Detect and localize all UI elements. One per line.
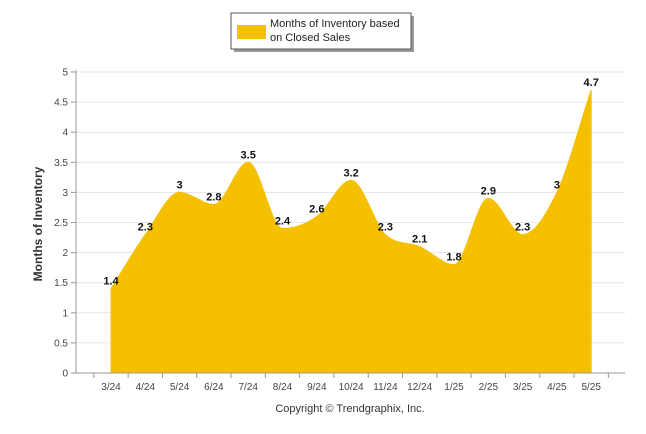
x-tick-label: 11/24 bbox=[373, 382, 398, 393]
y-tick-label: 3 bbox=[62, 188, 68, 199]
data-label: 2.3 bbox=[378, 222, 393, 234]
x-tick-label: 6/24 bbox=[204, 382, 224, 393]
x-tick-label: 3/25 bbox=[513, 382, 533, 393]
data-label: 1.4 bbox=[103, 276, 119, 288]
x-tick-label: 2/25 bbox=[479, 382, 499, 393]
data-label: 3 bbox=[554, 179, 560, 191]
data-labels: 1.4 2.3 3 2.8 3.5 2.4 2.6 3.2 2.3 2.1 1.8 2.9 2.3 3 4.… bbox=[103, 77, 598, 288]
y-tick-label: 2.5 bbox=[54, 218, 68, 229]
data-label: 3.2 bbox=[343, 167, 358, 179]
x-tick-label: 10/24 bbox=[339, 382, 364, 393]
copyright-text: Copyright © Trendgraphix, Inc. bbox=[275, 403, 424, 415]
data-label: 2.3 bbox=[138, 222, 153, 234]
data-label: 2.4 bbox=[275, 216, 291, 228]
data-label: 1.8 bbox=[446, 252, 461, 264]
y-tick-label: 4 bbox=[62, 128, 68, 139]
data-label: 2.8 bbox=[206, 191, 221, 203]
legend-swatch bbox=[237, 25, 266, 39]
y-tick-label: 2 bbox=[62, 248, 68, 259]
y-tick-label: 4.5 bbox=[54, 98, 68, 109]
axes: 0 0.5 1 1.5 2 2.5 3 3.5 4 4.5 5 3/24 4/24 5/24 6/24 7/2… bbox=[54, 68, 625, 393]
x-tick-label: 8/24 bbox=[273, 382, 293, 393]
x-tick-label: 9/24 bbox=[307, 382, 327, 393]
x-tick-label: 1/25 bbox=[444, 382, 464, 393]
y-axis-title: Months of Inventory bbox=[31, 166, 45, 281]
y-tick-label: 1 bbox=[62, 308, 68, 319]
x-tick-label: 5/24 bbox=[170, 382, 190, 393]
data-label: 3 bbox=[177, 179, 183, 191]
legend-label-line-1: Months of Inventory based bbox=[270, 18, 400, 30]
x-tick-label: 3/24 bbox=[101, 382, 121, 393]
area-series bbox=[110, 89, 592, 374]
y-tick-label: 5 bbox=[62, 68, 68, 79]
y-tick-label: 0 bbox=[62, 369, 68, 380]
data-label: 4.7 bbox=[584, 77, 599, 89]
x-tick-label: 7/24 bbox=[238, 382, 258, 393]
x-tick-label: 4/24 bbox=[136, 382, 156, 393]
y-tick-label: 1.5 bbox=[54, 278, 68, 289]
data-label: 2.1 bbox=[412, 234, 427, 246]
y-tick-label: 0.5 bbox=[54, 338, 68, 349]
legend: Months of Inventory based on Closed Sale… bbox=[230, 12, 414, 52]
x-tick-label: 5/25 bbox=[581, 382, 601, 393]
legend-label-line-2: on Closed Sales bbox=[270, 32, 351, 44]
x-tick-label: 4/25 bbox=[547, 382, 567, 393]
data-label: 2.9 bbox=[481, 185, 496, 197]
x-tick-label: 12/24 bbox=[407, 382, 432, 393]
data-label: 2.3 bbox=[515, 222, 530, 234]
data-label: 2.6 bbox=[309, 203, 324, 215]
data-label: 3.5 bbox=[241, 149, 256, 161]
y-tick-label: 3.5 bbox=[54, 158, 68, 169]
area-fill bbox=[110, 89, 592, 374]
